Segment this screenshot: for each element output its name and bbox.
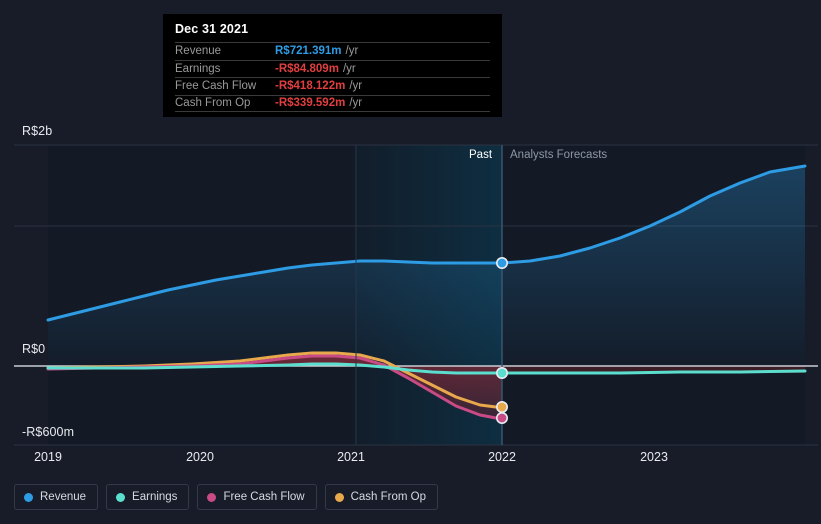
highlight-markers[interactable] — [495, 256, 508, 424]
legend-item-revenue[interactable]: Revenue — [14, 484, 99, 510]
free-cash-flow-color-dot-icon — [207, 492, 217, 502]
tooltip-value-cash-from-op: -R$339.592m — [275, 97, 346, 110]
y-axis-label-top: R$2b — [22, 124, 53, 138]
revenue-line — [46, 164, 807, 322]
tooltip-row-cash-from-op: Cash From Op -R$339.592m /yr — [175, 94, 490, 112]
cash-from-op-line — [46, 351, 504, 409]
y-axis-label-zero: R$0 — [22, 342, 46, 356]
tooltip-value-earnings: -R$84.809m — [275, 62, 339, 75]
revenue-color-dot-icon — [24, 492, 33, 502]
tooltip-title: Dec 31 2021 — [175, 22, 249, 36]
tooltip-value-free-cash-flow: -R$418.122m — [275, 80, 346, 93]
cash-from-op-marker[interactable] — [495, 400, 508, 413]
x-axis-label-2019: 2019 — [34, 450, 62, 464]
tooltip-row-revenue: Revenue R$721.391m /yr — [175, 42, 490, 60]
legend-label-revenue: Revenue — [40, 491, 87, 503]
legend-item-free-cash-flow[interactable]: Free Cash Flow — [197, 484, 317, 510]
data-point-tooltip: Dec 31 2021 Revenue R$721.391m /yr Earni… — [163, 14, 502, 117]
revenue-marker[interactable] — [495, 256, 508, 269]
free-cash-flow-marker[interactable] — [495, 411, 508, 424]
tooltip-unit-cash-from-op: /yr — [349, 97, 363, 110]
legend-item-earnings[interactable]: Earnings — [106, 484, 190, 510]
legend-label-cash-from-op: Cash From Op — [350, 491, 427, 503]
legend-label-free-cash-flow: Free Cash Flow — [223, 491, 305, 503]
past-label: Past — [469, 149, 493, 161]
y-axis-label-bottom: -R$600m — [22, 425, 75, 439]
revenue-area — [48, 166, 805, 366]
earnings-line — [46, 362, 807, 375]
x-axis-label-2020: 2020 — [186, 450, 214, 464]
x-axis-label-2021: 2021 — [337, 450, 365, 464]
forecast-negative-strip — [502, 366, 805, 373]
earnings-marker[interactable] — [495, 366, 508, 379]
tooltip-label-cash-from-op: Cash From Op — [175, 97, 251, 110]
x-axis-label-2022: 2022 — [488, 450, 516, 464]
tooltip-unit-earnings: /yr — [342, 62, 356, 75]
chart-legend: Revenue Earnings Free Cash Flow Cash Fro… — [14, 484, 439, 510]
tooltip-row-earnings: Earnings -R$84.809m /yr — [175, 59, 490, 78]
tooltip-label-free-cash-flow: Free Cash Flow — [175, 80, 257, 93]
analysts-forecasts-label: Analysts Forecasts — [510, 149, 608, 161]
tooltip-unit-revenue: /yr — [345, 45, 359, 58]
x-axis-label-2023: 2023 — [640, 450, 668, 464]
cash-from-op-color-dot-icon — [334, 492, 344, 502]
tooltip-label-earnings: Earnings — [175, 62, 221, 75]
tooltip-label-revenue: Revenue — [175, 45, 222, 58]
earnings-color-dot-icon — [116, 492, 126, 502]
tooltip-unit-free-cash-flow: /yr — [349, 80, 363, 93]
tooltip-value-revenue: R$721.391m — [275, 45, 342, 58]
legend-label-earnings: Earnings — [132, 491, 178, 503]
legend-item-cash-from-op[interactable]: Cash From Op — [324, 484, 439, 510]
tooltip-row-free-cash-flow: Free Cash Flow -R$418.122m /yr — [175, 77, 490, 95]
